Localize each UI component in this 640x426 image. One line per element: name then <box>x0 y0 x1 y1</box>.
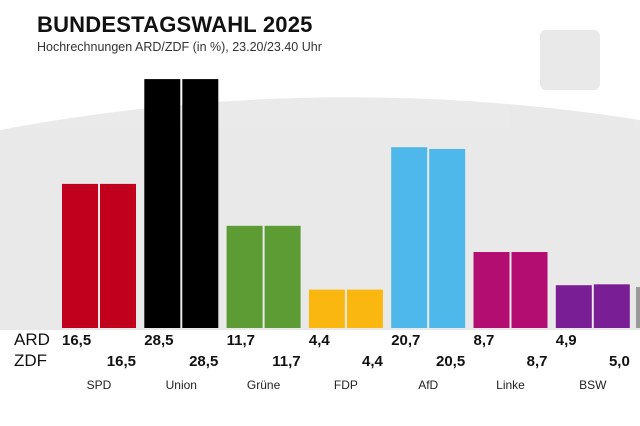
value-label-spd-zdf: 16,5 <box>107 353 136 370</box>
category-label-bsw: BSW <box>579 378 607 392</box>
value-label-afd-ard: 20,7 <box>391 332 420 349</box>
bar-bsw-ard <box>555 285 592 328</box>
bar-spd-zdf <box>100 183 136 328</box>
bar-partial-offscreen <box>636 287 640 328</box>
category-label-gr-ne: Grüne <box>247 378 281 392</box>
value-label-spd-ard: 16,5 <box>62 332 91 349</box>
value-label-linke-zdf: 8,7 <box>527 353 548 370</box>
bar-afd-zdf <box>429 148 466 328</box>
value-label-union-ard: 28,5 <box>144 332 173 349</box>
value-label-bsw-ard: 4,9 <box>556 332 577 349</box>
value-label-union-zdf: 28,5 <box>189 353 218 370</box>
bar-bsw-zdf <box>593 284 630 328</box>
bar-gr-ne-ard <box>226 225 263 328</box>
value-label-fdp-ard: 4,4 <box>309 332 331 349</box>
bar-linke-ard <box>473 252 510 328</box>
value-label-gr-ne-zdf: 11,7 <box>272 353 300 370</box>
row-label-ard: ARD <box>14 330 50 349</box>
category-label-afd: AfD <box>418 378 438 392</box>
value-label-bsw-zdf: 5,0 <box>609 353 630 370</box>
bar-fdp-ard <box>308 289 345 328</box>
bar-union-ard <box>144 79 181 328</box>
category-label-spd: SPD <box>87 378 112 392</box>
category-label-linke: Linke <box>496 378 525 392</box>
value-label-gr-ne-ard: 11,7 <box>227 332 255 349</box>
category-label-union: Union <box>166 378 197 392</box>
category-label-fdp: FDP <box>334 378 358 392</box>
row-label-zdf: ZDF <box>14 351 47 370</box>
value-label-linke-ard: 8,7 <box>474 332 495 349</box>
chart-subtitle: Hochrechnungen ARD/ZDF (in %), 23.20/23.… <box>37 40 322 54</box>
bar-union-zdf <box>182 79 219 328</box>
bar-linke-zdf <box>511 252 548 328</box>
value-label-afd-zdf: 20,5 <box>436 353 465 370</box>
bar-afd-ard <box>391 147 428 328</box>
bar-fdp-zdf <box>346 289 383 328</box>
chart-title: BUNDESTAGSWAHL 2025 <box>37 12 313 37</box>
bar-gr-ne-zdf <box>264 225 301 328</box>
value-label-fdp-zdf: 4,4 <box>362 353 384 370</box>
bar-spd-ard <box>62 183 98 328</box>
